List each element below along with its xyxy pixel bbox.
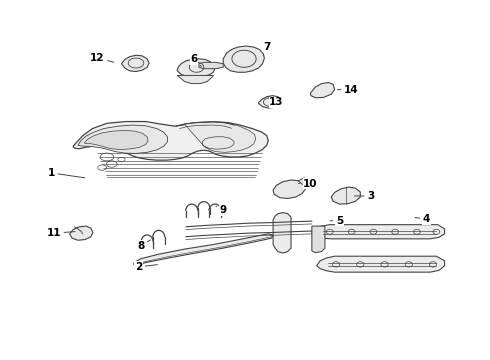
- Text: 12: 12: [90, 53, 114, 63]
- Polygon shape: [108, 143, 122, 148]
- Polygon shape: [184, 122, 256, 152]
- Polygon shape: [273, 213, 291, 253]
- Polygon shape: [312, 225, 444, 239]
- Text: 8: 8: [137, 240, 150, 251]
- Polygon shape: [273, 180, 306, 198]
- Polygon shape: [223, 46, 265, 72]
- Text: 4: 4: [415, 214, 430, 224]
- Text: 11: 11: [47, 228, 75, 238]
- Polygon shape: [134, 234, 273, 265]
- Polygon shape: [78, 125, 168, 153]
- Polygon shape: [122, 55, 149, 72]
- Text: 7: 7: [263, 42, 270, 55]
- Polygon shape: [298, 178, 309, 184]
- Polygon shape: [310, 82, 335, 98]
- Polygon shape: [331, 187, 360, 204]
- Polygon shape: [312, 226, 325, 253]
- Polygon shape: [84, 130, 148, 149]
- Polygon shape: [259, 96, 281, 108]
- Text: 10: 10: [298, 179, 318, 189]
- Text: 6: 6: [191, 54, 201, 67]
- Text: 1: 1: [48, 168, 85, 178]
- Polygon shape: [177, 76, 214, 84]
- Polygon shape: [70, 226, 93, 240]
- Polygon shape: [199, 62, 223, 69]
- Text: 5: 5: [330, 216, 343, 226]
- Text: 3: 3: [354, 191, 374, 201]
- Polygon shape: [177, 59, 215, 77]
- Text: 14: 14: [338, 85, 359, 95]
- Text: 13: 13: [268, 97, 284, 107]
- Polygon shape: [317, 256, 444, 272]
- Polygon shape: [73, 122, 268, 160]
- Text: 2: 2: [135, 262, 157, 272]
- Text: 9: 9: [216, 205, 227, 215]
- Polygon shape: [97, 137, 112, 142]
